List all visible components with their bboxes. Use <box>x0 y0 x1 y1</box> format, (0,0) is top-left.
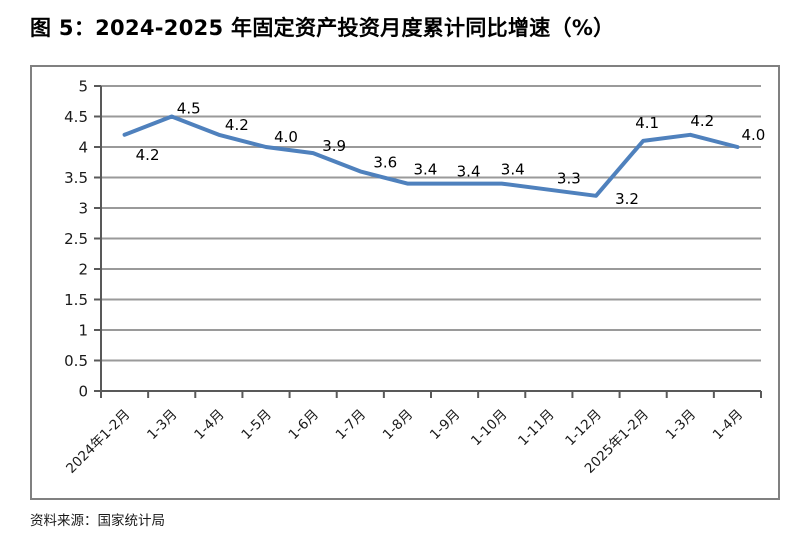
x-axis-tick-label: 1-10月 <box>468 407 511 450</box>
data-point-label: 3.2 <box>615 190 639 208</box>
y-axis-tick-label: 0.5 <box>64 352 88 370</box>
y-axis-tick-label: 2 <box>78 261 88 279</box>
y-axis-tick-label: 4 <box>78 139 88 157</box>
x-axis-tick-label: 1-5月 <box>238 407 274 443</box>
chart-container: 0 0.5 1 1.5 2 2.5 3 3.5 4 4.5 5 2024年1-2月 1-3月 1-4月 1-… <box>30 65 780 500</box>
data-point-label: 4.2 <box>136 146 160 164</box>
source-note: 资料来源：国家统计局 <box>30 513 165 529</box>
y-axis-tick-label: 1.5 <box>64 291 88 309</box>
y-axis-tick-label: 2.5 <box>64 230 88 248</box>
data-point-label: 3.4 <box>501 161 525 179</box>
data-point-label: 3.4 <box>457 163 481 181</box>
data-point-label: 4.0 <box>274 128 298 146</box>
y-axis-tick-label: 3.5 <box>64 169 88 187</box>
x-axis-tick-label: 1-12月 <box>562 407 605 450</box>
x-axis-tick-label: 1-9月 <box>427 407 463 443</box>
x-axis-tick-label: 1-4月 <box>710 407 746 443</box>
x-axis-tick-label: 1-3月 <box>663 407 699 443</box>
y-axis-tick-label: 5 <box>78 78 88 96</box>
y-axis-tick-label: 3 <box>78 200 88 218</box>
data-point-label: 4.1 <box>635 114 659 132</box>
figure-title: 图 5：2024-2025 年固定资产投资月度累计同比增速（%） <box>30 16 615 40</box>
data-point-label: 3.9 <box>322 137 346 155</box>
y-axis-tick-label: 1 <box>78 322 88 340</box>
data-point-label: 4.5 <box>177 100 201 118</box>
data-point-label: 4.0 <box>741 126 765 144</box>
x-axis-tick-label: 1-6月 <box>286 407 322 443</box>
line-chart: 0 0.5 1 1.5 2 2.5 3 3.5 4 4.5 5 2024年1-2月 1-3月 1-4月 1-… <box>63 78 765 477</box>
data-point-label: 3.6 <box>373 153 397 171</box>
x-axis-tick-label: 1-8月 <box>380 407 416 443</box>
data-point-label: 4.2 <box>225 116 249 134</box>
data-series-line <box>122 114 740 198</box>
y-axis-tick-label: 0 <box>78 383 88 401</box>
x-axis-tick-label: 1-7月 <box>333 407 369 443</box>
x-axis-tick-label: 1-4月 <box>191 407 227 443</box>
x-axis-tick-label: 2024年1-2月 <box>63 407 133 477</box>
data-point-label: 3.3 <box>557 170 581 188</box>
data-point-label: 3.4 <box>413 161 437 179</box>
y-axis-tick-label: 4.5 <box>64 108 88 126</box>
data-point-label: 4.2 <box>690 112 714 130</box>
x-axis-tick-label: 1-11月 <box>515 407 558 450</box>
x-axis-tick-label: 1-3月 <box>144 407 180 443</box>
